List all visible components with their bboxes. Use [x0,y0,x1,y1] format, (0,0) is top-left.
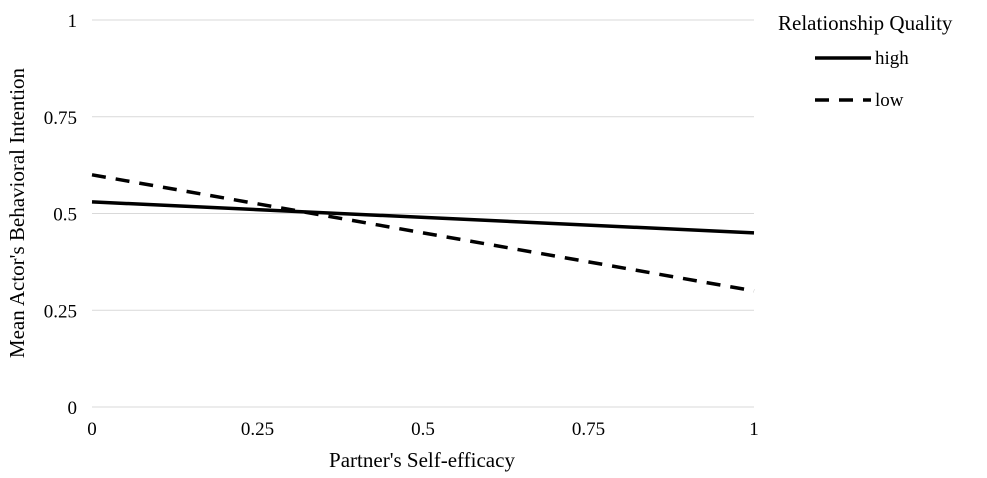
x-tick-label: 0.25 [241,419,274,440]
y-axis-label: Mean Actor's Behavioral Intention [5,67,29,358]
y-tick-label: 1 [68,11,78,32]
x-tick-label: 0.5 [411,419,435,440]
gridlines [92,19,754,408]
series-lines [91,173,755,293]
y-tick-label: 0 [68,398,78,419]
tick-labels: 0 0.25 0.5 0.75 1 0 0.25 0.5 0.75 1 [44,11,759,440]
x-tick-label: 0.75 [572,419,605,440]
y-tick-label: 0.5 [53,205,77,226]
legend-items: high low [815,48,909,111]
x-tick-label: 0 [87,419,97,440]
series-line-high [91,200,755,235]
legend-label-high: high [875,48,909,69]
x-axis-label: Partner's Self-efficacy [329,448,515,472]
y-tick-label: 0.75 [44,108,77,129]
legend: Relationship Quality high low [778,11,953,111]
legend-label-low: low [875,90,904,111]
legend-title: Relationship Quality [778,11,953,35]
x-tick-label: 1 [749,419,759,440]
series-line-low [91,173,755,293]
y-tick-label: 0.25 [44,301,77,322]
